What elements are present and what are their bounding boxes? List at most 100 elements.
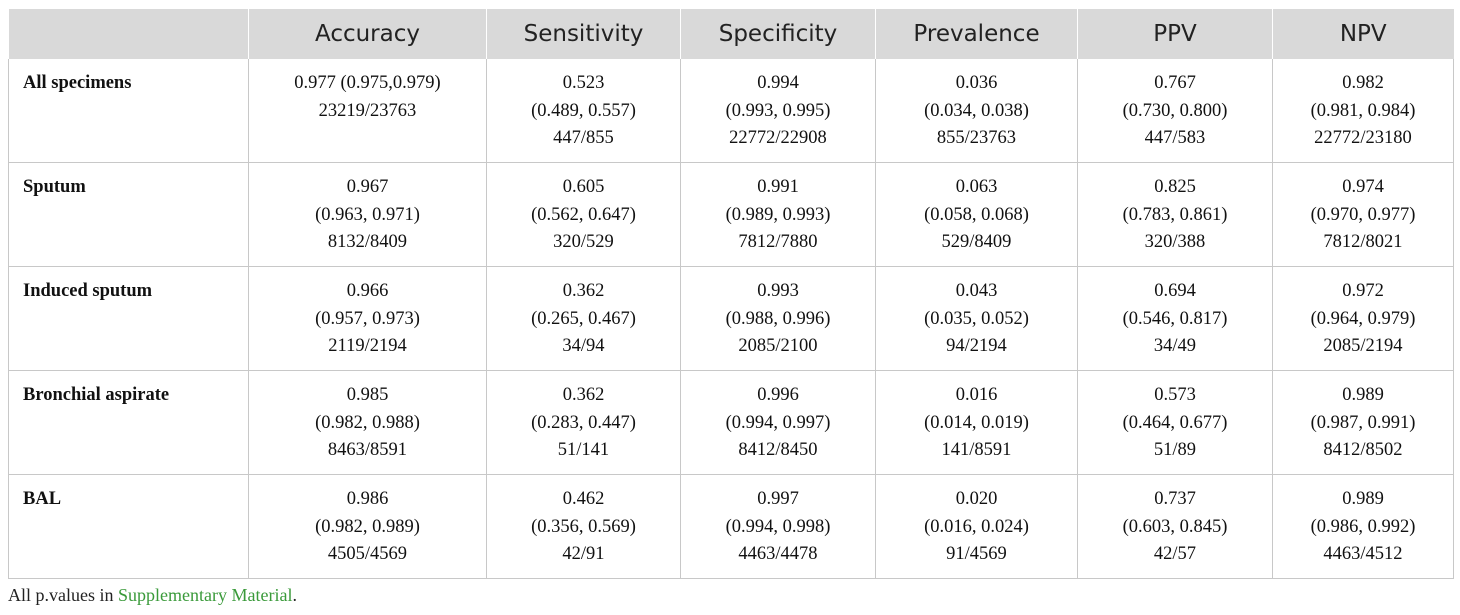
table-cell: 0.573 (0.464, 0.677) 51/89 (1077, 370, 1273, 475)
header-cell-prevalence: Prevalence (875, 9, 1078, 59)
cell-line: (0.058, 0.068) (924, 204, 1029, 225)
table-cell: 0.767 (0.730, 0.800) 447/583 (1077, 59, 1273, 163)
cell-line: (0.562, 0.647) (531, 204, 636, 225)
cell-line: 0.362 (562, 385, 605, 405)
footnote-prefix: All p.values in (8, 585, 118, 605)
cell-line: 0.974 (1342, 177, 1384, 197)
cell-line: (0.356, 0.569) (531, 516, 636, 537)
table-cell: 0.989 (0.987, 0.991) 8412/8502 (1272, 370, 1454, 475)
table-cell: 0.462 (0.356, 0.569) 42/91 (486, 474, 681, 579)
table-cell: 0.994 (0.993, 0.995) 22772/22908 (680, 59, 876, 163)
cell-line: 4463/4512 (1323, 544, 1403, 564)
cell-line: 42/57 (1153, 544, 1197, 564)
table-cell: 0.605 (0.562, 0.647) 320/529 (486, 162, 681, 267)
table-cell: 0.362 (0.265, 0.467) 34/94 (486, 266, 681, 371)
row-label: Sputum (8, 162, 249, 267)
table-cell: 0.972 (0.964, 0.979) 2085/2194 (1272, 266, 1454, 371)
header-cell-empty (8, 9, 249, 59)
table-cell: 0.997 (0.994, 0.998) 4463/4478 (680, 474, 876, 579)
cell-line: 855/23763 (936, 128, 1017, 148)
cell-line: 0.972 (1342, 281, 1384, 301)
cell-line: (0.464, 0.677) (1122, 412, 1228, 433)
cell-line: 320/529 (553, 232, 614, 252)
cell-line: 2085/2100 (738, 336, 818, 356)
cell-line: 0.825 (1154, 177, 1196, 197)
cell-line: 4505/4569 (327, 544, 408, 564)
cell-line: (0.035, 0.052) (924, 308, 1029, 329)
cell-line: 529/8409 (941, 232, 1012, 252)
table-cell: 0.986 (0.982, 0.989) 4505/4569 (248, 474, 487, 579)
cell-line: (0.964, 0.979) (1310, 308, 1416, 329)
cell-line: (0.994, 0.998) (725, 516, 831, 537)
table-cell: 0.043 (0.035, 0.052) 94/2194 (875, 266, 1078, 371)
header-cell-ppv: PPV (1077, 9, 1273, 59)
table-cell: 0.991 (0.989, 0.993) 7812/7880 (680, 162, 876, 267)
cell-line: 51/141 (557, 440, 610, 460)
table-cell: 0.036 (0.034, 0.038) 855/23763 (875, 59, 1078, 163)
cell-line: (0.993, 0.995) (725, 100, 831, 121)
cell-line: 34/49 (1153, 336, 1197, 356)
cell-line: 0.966 (346, 281, 389, 301)
cell-line: (0.957, 0.973) (315, 308, 420, 329)
cell-line: 8412/8502 (1323, 440, 1403, 460)
cell-line: 51/89 (1153, 440, 1197, 460)
cell-line: 447/583 (1144, 128, 1206, 148)
table-cell: 0.016 (0.014, 0.019) 141/8591 (875, 370, 1078, 475)
row-label: Induced sputum (8, 266, 249, 371)
cell-line: (0.489, 0.557) (531, 100, 636, 121)
cell-line: 0.573 (1154, 385, 1196, 405)
cell-line: 8412/8450 (738, 440, 818, 460)
row-label: Bronchial aspirate (8, 370, 249, 475)
cell-line: 320/388 (1144, 232, 1206, 252)
table-cell: 0.694 (0.546, 0.817) 34/49 (1077, 266, 1273, 371)
cell-line: 0.991 (757, 177, 799, 197)
cell-line: 8132/8409 (327, 232, 408, 252)
cell-line: 0.605 (562, 177, 605, 197)
cell-line: 42/91 (562, 544, 605, 564)
table-row: Induced sputum 0.966 (0.957, 0.973) 2119/21… (8, 266, 1454, 371)
table-cell: 0.063 (0.058, 0.068) 529/8409 (875, 162, 1078, 267)
cell-line: 22772/23180 (1314, 128, 1412, 148)
table-cell: 0.020 (0.016, 0.024) 91/4569 (875, 474, 1078, 579)
cell-line: (0.988, 0.996) (725, 308, 831, 329)
cell-line: (0.970, 0.977) (1310, 204, 1416, 225)
cell-line: 2119/2194 (328, 336, 407, 356)
table-body: All specimens 0.977 (0.975,0.979) 23219/23… (8, 59, 1454, 579)
cell-line: 94/2194 (946, 336, 1007, 356)
cell-line: (0.603, 0.845) (1122, 516, 1228, 537)
results-table: Accuracy Sensitivity Specificity Prevalence… (8, 9, 1454, 579)
header-row: Accuracy Sensitivity Specificity Prevalence… (8, 9, 1454, 59)
table-cell: 0.977 (0.975,0.979) 23219/23763 (248, 59, 487, 163)
cell-line: 2085/2194 (1323, 336, 1403, 356)
cell-line: (0.963, 0.971) (315, 204, 420, 225)
cell-line: (0.283, 0.447) (531, 412, 636, 433)
table-cell: 0.737 (0.603, 0.845) 42/57 (1077, 474, 1273, 579)
supplementary-material-link[interactable]: Supplementary Material (118, 585, 293, 605)
cell-line: 0.977 (0.975,0.979) (294, 73, 441, 93)
cell-line: (0.730, 0.800) (1122, 100, 1228, 121)
cell-line: (0.014, 0.019) (924, 412, 1029, 433)
cell-line: 91/4569 (946, 544, 1007, 564)
results-table-container: Accuracy Sensitivity Specificity Prevalence… (8, 9, 1454, 579)
table-cell: 0.989 (0.986, 0.992) 4463/4512 (1272, 474, 1454, 579)
header-cell-npv: NPV (1272, 9, 1454, 59)
cell-line: 0.767 (1154, 73, 1196, 93)
row-label: All specimens (8, 59, 249, 163)
cell-line: 0.967 (346, 177, 389, 197)
cell-line: 0.737 (1154, 489, 1196, 509)
table-cell: 0.966 (0.957, 0.973) 2119/2194 (248, 266, 487, 371)
header-cell-accuracy: Accuracy (248, 9, 487, 59)
cell-line: (0.783, 0.861) (1122, 204, 1228, 225)
table-cell: 0.974 (0.970, 0.977) 7812/8021 (1272, 162, 1454, 267)
cell-line: 0.694 (1154, 281, 1196, 301)
cell-line: (0.994, 0.997) (725, 412, 831, 433)
table-cell: 0.985 (0.982, 0.988) 8463/8591 (248, 370, 487, 475)
cell-line: 0.043 (955, 281, 998, 301)
table-cell: 0.967 (0.963, 0.971) 8132/8409 (248, 162, 487, 267)
cell-line: 4463/4478 (738, 544, 818, 564)
cell-line: (0.982, 0.989) (315, 516, 420, 537)
table-cell: 0.523 (0.489, 0.557) 447/855 (486, 59, 681, 163)
row-label: BAL (8, 474, 249, 579)
table-footnote: All p.values in Supplementary Material. (8, 585, 297, 606)
table-row: All specimens 0.977 (0.975,0.979) 23219/23… (8, 59, 1454, 163)
